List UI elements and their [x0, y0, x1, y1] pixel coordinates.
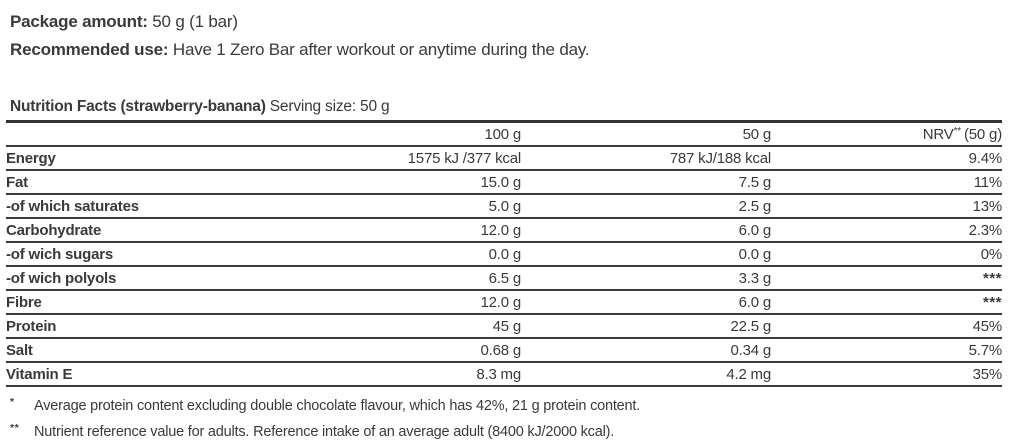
recommended-use-value: Have 1 Zero Bar after workout or anytime…	[172, 40, 590, 59]
recommended-use-label: Recommended use:	[10, 40, 169, 59]
table-row: -of wich sugars 0.0 g 0.0 g 0%	[6, 242, 1002, 267]
table-row: -of which saturates 5.0 g 2.5 g 13%	[6, 194, 1002, 219]
value-per-100g: 45 g	[361, 314, 521, 339]
table-header-row: 100 g 50 g NRV** (50 g)	[6, 121, 1002, 147]
footnote-nrv: ** Nutrient reference value for adults. R…	[10, 417, 1011, 441]
value-per-100g: 15.0 g	[361, 170, 521, 195]
value-per-50g: 0.0 g	[521, 242, 771, 267]
table-row: Energy 1575 kJ /377 kcal 787 kJ/188 kcal…	[6, 146, 1002, 171]
value-nrv: 13%	[771, 194, 1002, 219]
nutrient-label: Fat	[6, 170, 361, 195]
footnotes-block: * Average protein content excluding doubl…	[10, 391, 1011, 441]
table-row: Fat 15.0 g 7.5 g 11%	[6, 170, 1002, 195]
value-per-100g: 5.0 g	[361, 194, 521, 219]
nutrient-label: Protein	[6, 314, 361, 339]
table-row: Carbohydrate 12.0 g 6.0 g 2.3%	[6, 218, 1002, 243]
table-row: Vitamin E 8.3 mg 4.2 mg 35%	[6, 362, 1002, 387]
nutrient-label: Carbohydrate	[6, 218, 361, 243]
value-per-100g: 1575 kJ /377 kcal	[361, 146, 521, 171]
nutrient-column-header	[6, 121, 361, 147]
nutrient-label: Fibre	[6, 290, 361, 315]
footnote-text-1: Average protein content excluding double…	[34, 398, 641, 414]
value-per-100g: 12.0 g	[361, 218, 521, 243]
value-per-50g: 6.0 g	[521, 218, 771, 243]
product-info-block: Package amount: 50 g (1 bar) Recommended…	[0, 8, 1011, 64]
nutrition-table-body: Energy 1575 kJ /377 kcal 787 kJ/188 kcal…	[6, 146, 1002, 387]
nrv-header-suffix: (50 g)	[964, 125, 1002, 143]
value-per-50g: 22.5 g	[521, 314, 771, 339]
value-per-100g: 6.5 g	[361, 266, 521, 291]
nutrient-label: Salt	[6, 338, 361, 363]
nutrition-facts-table: 100 g 50 g NRV** (50 g) Energy 1575 kJ /3…	[6, 120, 1002, 387]
value-per-50g: 2.5 g	[521, 194, 771, 219]
nrv-header-footnote-marker: **	[953, 125, 962, 137]
table-row: Protein 45 g 22.5 g 45%	[6, 314, 1002, 339]
nrv-header-prefix: NRV	[922, 125, 954, 143]
nutrient-label: Energy	[6, 146, 361, 171]
value-per-100g: 12.0 g	[361, 290, 521, 315]
per-100g-column-header: 100 g	[361, 121, 521, 147]
package-amount-line: Package amount: 50 g (1 bar)	[10, 8, 1011, 36]
serving-size-text: Serving size: 50 g	[269, 98, 390, 115]
table-row: -of wich polyols 6.5 g 3.3 g ***	[6, 266, 1002, 291]
value-per-50g: 3.3 g	[521, 266, 771, 291]
table-row: Salt 0.68 g 0.34 g 5.7%	[6, 338, 1002, 363]
value-nrv: 45%	[771, 314, 1002, 339]
value-nrv: 35%	[771, 362, 1002, 387]
value-per-50g: 0.34 g	[521, 338, 771, 363]
nutrient-label: -of which saturates	[6, 194, 361, 219]
nutrition-facts-title: Nutrition Facts (strawberry-banana)	[10, 98, 266, 115]
value-nrv: 9.4%	[771, 146, 1002, 171]
nutrient-label: -of wich sugars	[6, 242, 361, 267]
footnote-marker-2: **	[10, 422, 20, 434]
nutrient-label: Vitamin E	[6, 362, 361, 387]
footnote-marker-1: *	[10, 396, 15, 408]
value-per-50g: 4.2 mg	[521, 362, 771, 387]
value-nrv: 2.3%	[771, 218, 1002, 243]
footnote-protein: * Average protein content excluding doubl…	[10, 391, 1011, 417]
value-nrv: 0%	[771, 242, 1002, 267]
nrv-column-header: NRV** (50 g)	[771, 121, 1002, 147]
package-amount-value: 50 g (1 bar)	[152, 12, 238, 31]
per-50g-column-header: 50 g	[521, 121, 771, 147]
value-per-50g: 6.0 g	[521, 290, 771, 315]
nutrition-facts-heading: Nutrition Facts (strawberry-banana) Serv…	[10, 97, 1011, 116]
table-row: Fibre 12.0 g 6.0 g ***	[6, 290, 1002, 315]
value-nrv: ***	[771, 290, 1002, 315]
value-nrv: ***	[771, 266, 1002, 291]
value-per-100g: 0.0 g	[361, 242, 521, 267]
package-amount-label: Package amount:	[10, 12, 148, 31]
nutrient-label: -of wich polyols	[6, 266, 361, 291]
value-nrv: 11%	[771, 170, 1002, 195]
recommended-use-line: Recommended use: Have 1 Zero Bar after w…	[10, 36, 1011, 64]
value-per-100g: 8.3 mg	[361, 362, 521, 387]
value-nrv: 5.7%	[771, 338, 1002, 363]
footnote-text-2: Nutrient reference value for adults. Ref…	[34, 424, 615, 440]
value-per-50g: 787 kJ/188 kcal	[521, 146, 771, 171]
value-per-50g: 7.5 g	[521, 170, 771, 195]
value-per-100g: 0.68 g	[361, 338, 521, 363]
